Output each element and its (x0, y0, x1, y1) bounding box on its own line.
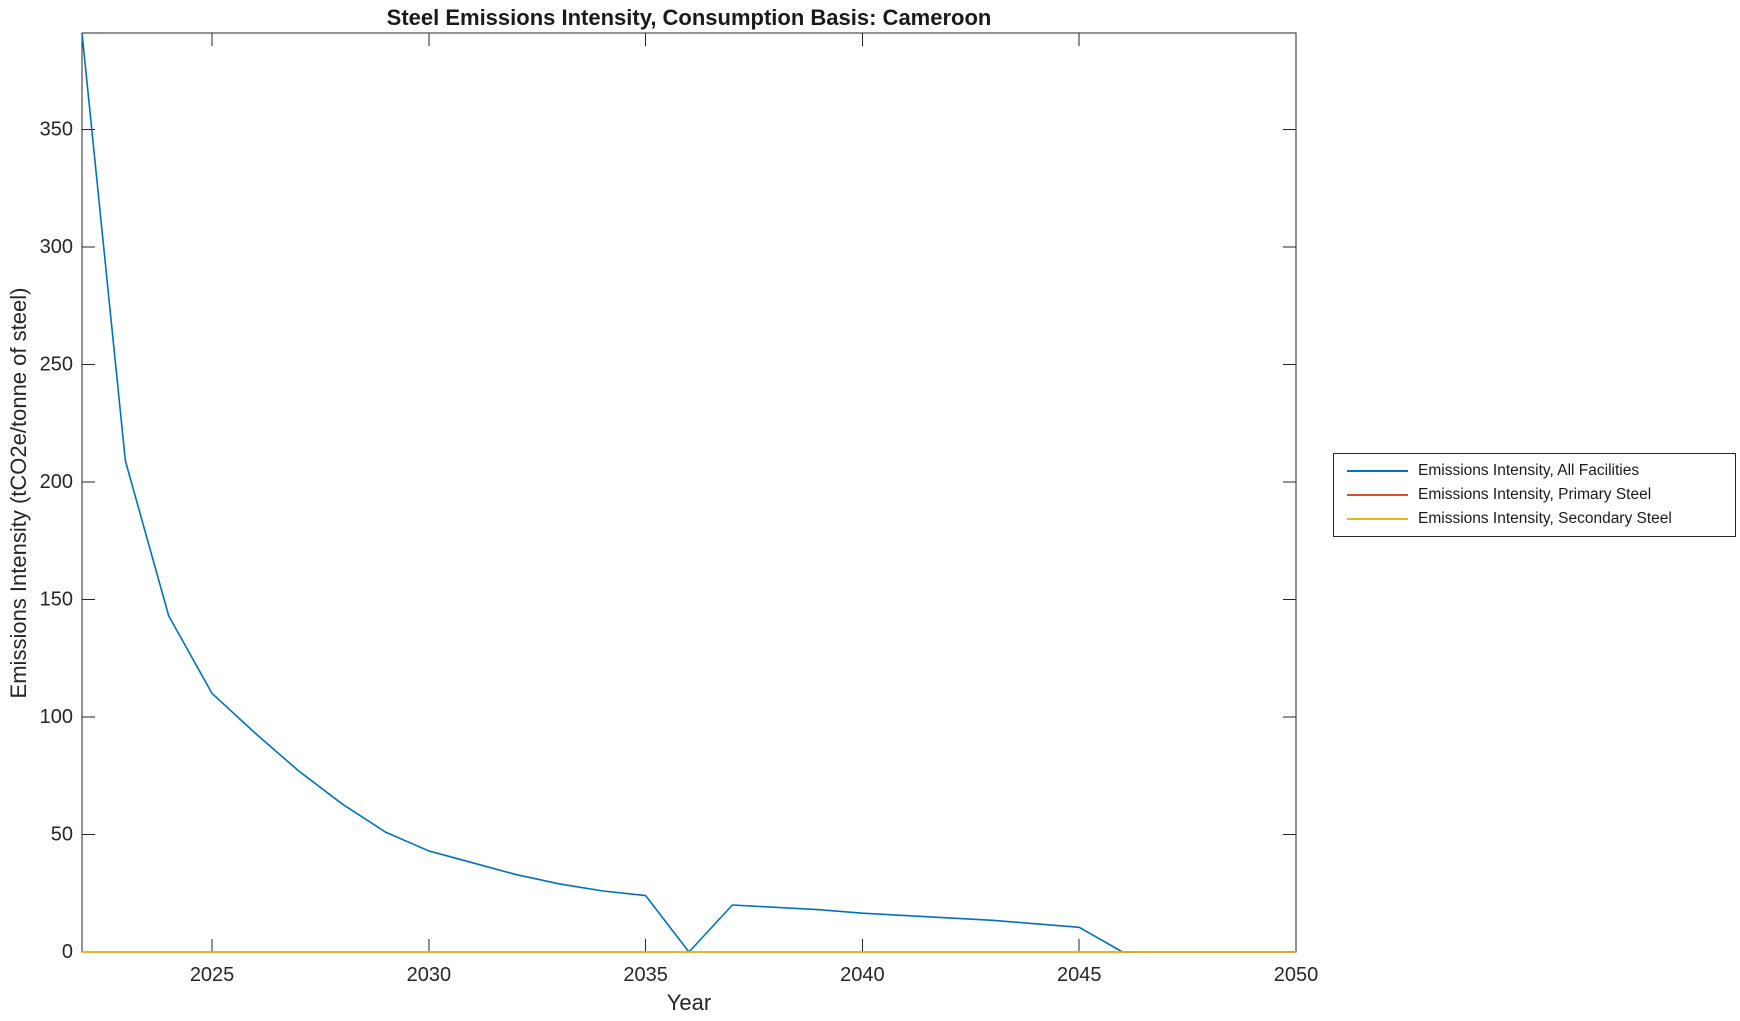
legend-item-label: Emissions Intensity, Primary Steel (1418, 486, 1652, 503)
y-tick-label: 50 (51, 823, 73, 845)
y-tick-label: 300 (40, 236, 73, 258)
y-tick-label: 150 (40, 588, 73, 610)
series-line-0 (81, 32, 1296, 953)
plot-box (81, 32, 1297, 953)
legend-line-swatch (1347, 494, 1408, 496)
x-tick-label: 2045 (1057, 964, 1102, 986)
x-tick-label: 2025 (190, 964, 235, 986)
y-tick-label: 200 (40, 471, 73, 493)
y-tick-label: 350 (40, 118, 73, 140)
legend-item: Emissions Intensity, All Facilities (1334, 459, 1735, 483)
y-axis-label: Emissions Intensity (tCO2e/tonne of stee… (6, 287, 31, 699)
legend-box: Emissions Intensity, All Facilities Emiss… (1333, 453, 1736, 537)
x-tick-label: 2035 (623, 964, 668, 986)
chart-title: Steel Emissions Intensity, Consumption B… (386, 5, 992, 30)
legend-item-label: Emissions Intensity, Secondary Steel (1418, 510, 1672, 527)
x-tick-label: 2050 (1274, 964, 1319, 986)
y-tick-label: 100 (40, 706, 73, 728)
legend-line-swatch (1347, 518, 1408, 520)
x-tick-label: 2030 (407, 964, 452, 986)
legend-item: Emissions Intensity, Secondary Steel (1334, 507, 1735, 531)
x-tick-label: 2040 (840, 964, 885, 986)
legend-item-label: Emissions Intensity, All Facilities (1418, 462, 1640, 479)
legend-item: Emissions Intensity, Primary Steel (1334, 483, 1735, 507)
legend-line-swatch (1347, 470, 1408, 472)
y-tick-label: 0 (62, 941, 73, 963)
x-axis-label: Year (666, 990, 712, 1015)
y-tick-label: 250 (40, 353, 73, 375)
